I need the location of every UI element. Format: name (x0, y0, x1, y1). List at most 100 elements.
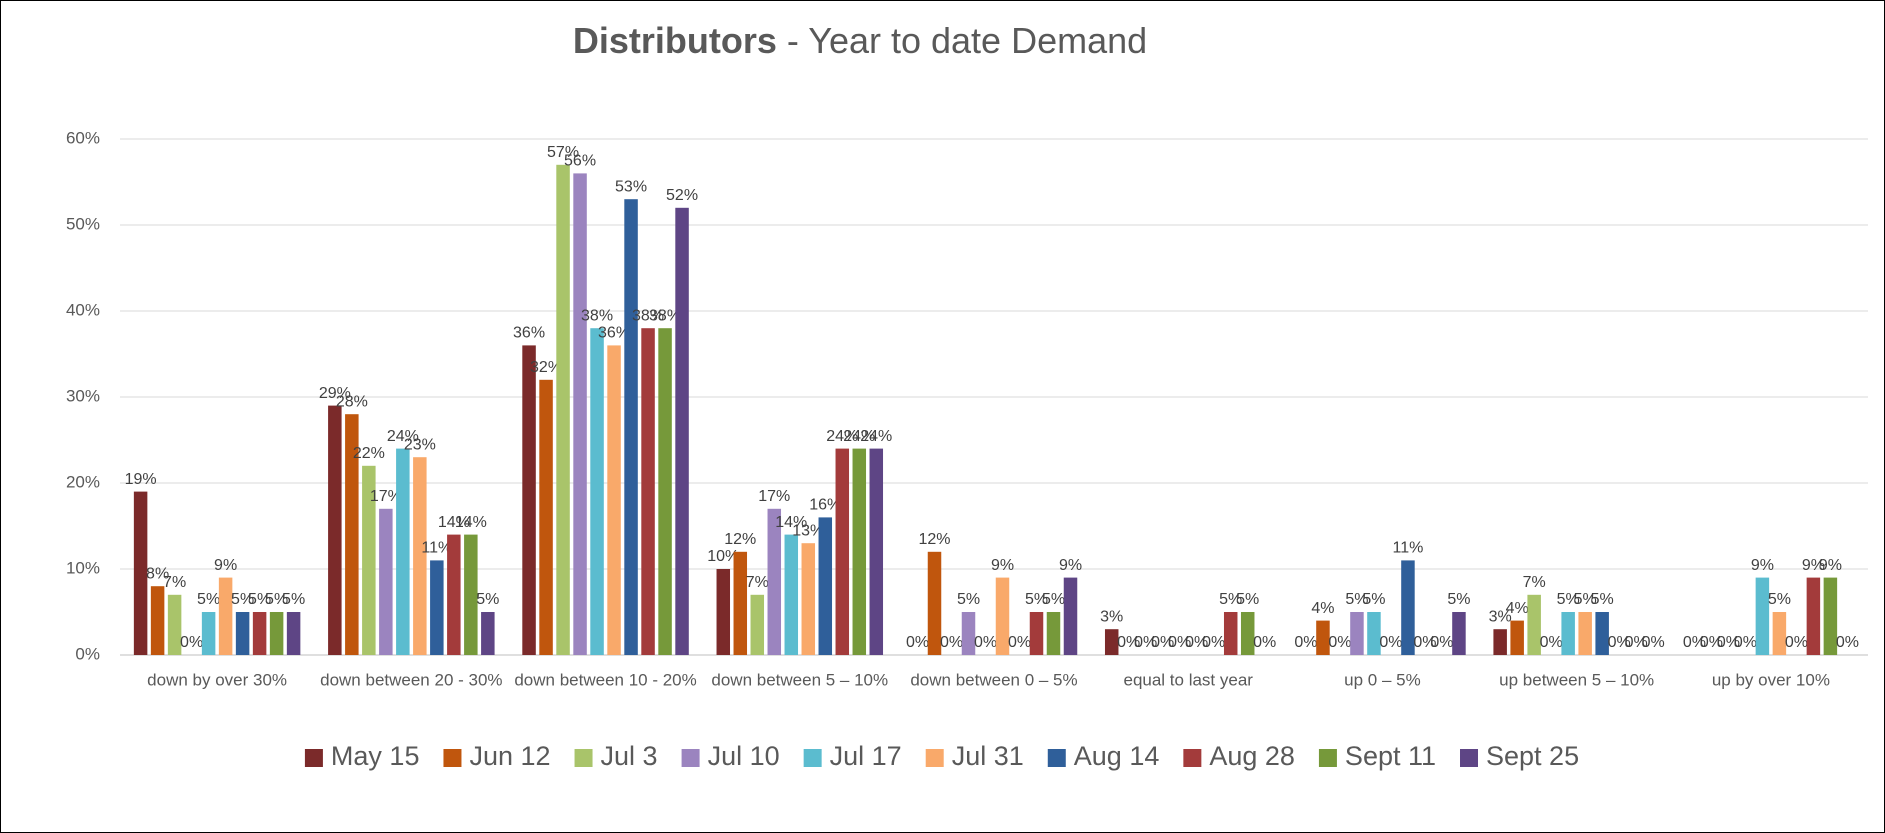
legend-item: Jul 17 (803, 741, 902, 771)
bar (345, 414, 359, 655)
bar (927, 551, 942, 655)
title-main: Distributors (573, 20, 777, 61)
x-tick-label: down between 10 - 20% (514, 670, 696, 689)
data-label: 0% (1700, 634, 1723, 651)
bar (235, 612, 250, 655)
legend-swatch (1318, 749, 1337, 767)
data-label: 56% (564, 153, 596, 170)
bar (1595, 612, 1609, 655)
data-label: 0% (1642, 634, 1665, 651)
bar (286, 612, 301, 655)
x-tick-label: up between 5 – 10% (1499, 670, 1654, 689)
data-label: 0% (180, 634, 203, 651)
y-tick-label: 0% (75, 644, 100, 663)
bar (716, 569, 731, 655)
data-label: 0% (1540, 634, 1563, 651)
bar (961, 612, 976, 655)
data-label: 23% (404, 436, 436, 453)
data-label: 52% (666, 187, 698, 204)
data-label: 38% (581, 307, 613, 324)
data-label: 8% (146, 565, 169, 582)
title-rest: - Year to date Demand (787, 20, 1147, 61)
data-label: 0% (1151, 634, 1174, 651)
bar (396, 448, 410, 655)
data-label: 10% (707, 548, 739, 565)
data-label: 36% (513, 325, 545, 342)
data-label: 5% (282, 591, 305, 608)
x-tick-label: down between 20 - 30% (320, 670, 502, 689)
bar (1046, 612, 1061, 655)
bar (133, 491, 148, 655)
bar (784, 534, 799, 655)
data-label: 53% (615, 178, 647, 195)
data-label: 5% (1362, 591, 1385, 608)
data-label: 0% (940, 634, 963, 651)
bar (1401, 560, 1415, 655)
bar (1452, 612, 1466, 655)
bar (1823, 577, 1838, 655)
bar (675, 207, 689, 656)
legend-item: May 15 (304, 741, 419, 771)
bar (1493, 629, 1507, 655)
bar (767, 508, 782, 655)
bar (852, 448, 867, 655)
data-label: 7% (746, 574, 769, 591)
bar (801, 543, 816, 655)
legend-item: Jun 12 (443, 741, 551, 771)
data-label: 0% (1785, 634, 1808, 651)
legend-item: Jul 10 (681, 741, 780, 771)
bar (1527, 594, 1541, 655)
data-label: 9% (1751, 557, 1774, 574)
data-label: 0% (974, 634, 997, 651)
legend-swatch (574, 749, 593, 767)
bar (539, 379, 553, 655)
bar (1240, 612, 1255, 655)
legend-item: Jul 3 (574, 741, 658, 771)
data-label: 5% (1557, 591, 1580, 608)
data-label: 0% (1413, 634, 1436, 651)
bar (573, 173, 587, 655)
legend-swatch (443, 749, 462, 767)
bar (750, 594, 765, 655)
bar (607, 345, 621, 655)
legend-label: Jul 31 (952, 741, 1024, 771)
y-tick-label: 50% (66, 214, 100, 233)
bar (590, 328, 604, 655)
chart-title: Distributors - Year to date Demand (573, 20, 1147, 61)
legend-item: Jul 31 (925, 741, 1024, 771)
data-label: 17% (370, 488, 402, 505)
bar (269, 612, 284, 655)
data-label: 9% (1819, 557, 1842, 574)
bar (328, 405, 342, 655)
legend-label: Jul 10 (708, 741, 780, 771)
bar (733, 551, 748, 655)
data-label: 5% (248, 591, 271, 608)
data-label: 24% (843, 428, 875, 445)
data-label: 7% (1523, 574, 1546, 591)
legend-item: Sept 25 (1460, 741, 1579, 771)
legend-label: Aug 28 (1209, 741, 1295, 771)
data-label: 0% (1134, 634, 1157, 651)
data-label: 0% (1734, 634, 1757, 651)
data-label: 3% (1100, 608, 1123, 625)
bar (818, 517, 833, 655)
bar (1510, 620, 1524, 655)
bar (1806, 577, 1821, 655)
data-label: 14% (438, 514, 470, 531)
data-label: 16% (809, 497, 841, 514)
data-label: 0% (1168, 634, 1191, 651)
data-label: 0% (1294, 634, 1317, 651)
data-label: 0% (1185, 634, 1208, 651)
bar (1350, 612, 1364, 655)
data-label: 57% (547, 144, 579, 161)
bar (1029, 612, 1044, 655)
bar (1223, 612, 1238, 655)
legend-label: Jun 12 (469, 741, 550, 771)
bar (218, 577, 233, 655)
data-label: 5% (1345, 591, 1368, 608)
data-label: 24% (860, 428, 892, 445)
bar (150, 586, 165, 655)
bar (481, 612, 495, 655)
data-label: 9% (1802, 557, 1825, 574)
data-label: 0% (1625, 634, 1648, 651)
